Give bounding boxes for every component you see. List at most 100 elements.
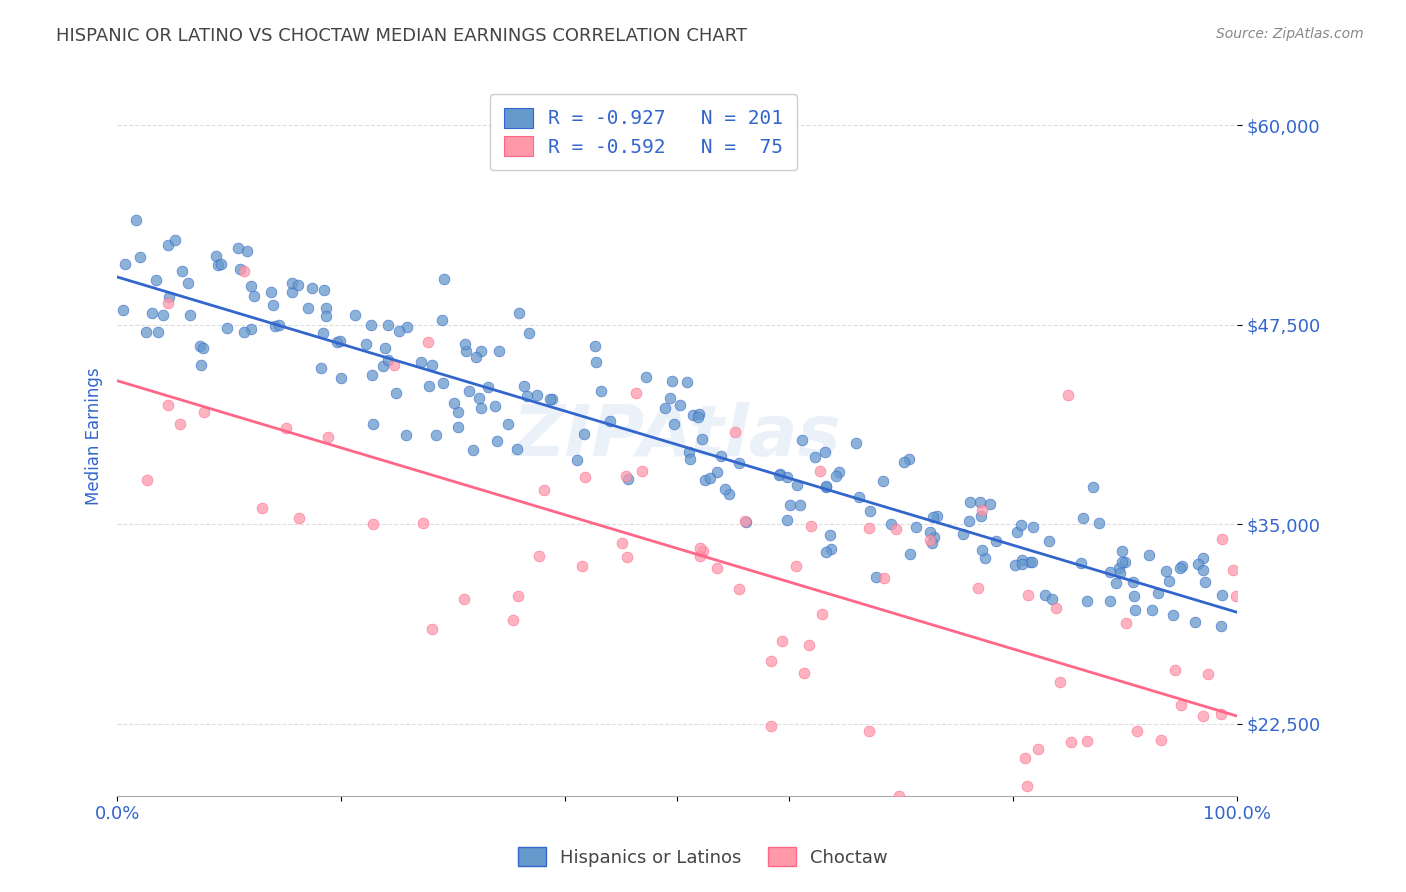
Point xyxy=(848,490,870,504)
Point xyxy=(952,527,974,541)
Point xyxy=(177,276,200,290)
Point xyxy=(759,719,782,733)
Point xyxy=(1011,553,1033,567)
Point xyxy=(1150,733,1173,747)
Point xyxy=(918,525,941,540)
Point xyxy=(800,518,823,533)
Point xyxy=(233,325,256,339)
Point xyxy=(377,352,399,367)
Point xyxy=(1174,834,1197,848)
Point xyxy=(1164,663,1187,677)
Point xyxy=(776,513,799,527)
Point xyxy=(496,417,519,431)
Point xyxy=(193,342,215,356)
Point xyxy=(631,464,654,478)
Point xyxy=(1111,555,1133,569)
Point xyxy=(454,337,477,351)
Text: ZIPAtlas: ZIPAtlas xyxy=(513,402,841,471)
Point xyxy=(190,358,212,372)
Point xyxy=(808,464,831,478)
Point xyxy=(1005,525,1028,540)
Point xyxy=(969,495,991,509)
Point xyxy=(689,541,711,556)
Point xyxy=(1099,565,1122,579)
Point xyxy=(1225,589,1247,603)
Point xyxy=(1014,750,1036,764)
Point xyxy=(135,474,157,488)
Point xyxy=(145,273,167,287)
Point xyxy=(669,398,692,412)
Point xyxy=(682,408,704,422)
Point xyxy=(240,279,263,293)
Point xyxy=(274,421,297,435)
Point xyxy=(281,285,304,300)
Point xyxy=(179,308,201,322)
Point xyxy=(226,241,249,255)
Point xyxy=(541,392,564,406)
Point xyxy=(1191,563,1213,577)
Point xyxy=(925,509,948,524)
Point xyxy=(789,498,811,512)
Point xyxy=(463,443,485,458)
Y-axis label: Median Earnings: Median Earnings xyxy=(86,368,103,506)
Point xyxy=(148,325,170,339)
Point xyxy=(792,433,814,447)
Point xyxy=(447,404,470,418)
Point xyxy=(675,375,697,389)
Point xyxy=(1168,561,1191,575)
Point xyxy=(1045,600,1067,615)
Point xyxy=(828,465,851,479)
Point xyxy=(229,261,252,276)
Point xyxy=(1073,511,1095,525)
Point xyxy=(1074,865,1097,880)
Point xyxy=(430,313,453,327)
Point xyxy=(734,515,756,529)
Point xyxy=(1010,517,1032,532)
Point xyxy=(679,452,702,467)
Point xyxy=(193,405,215,419)
Point xyxy=(240,322,263,336)
Point xyxy=(1099,594,1122,608)
Point xyxy=(215,320,238,334)
Point xyxy=(1142,603,1164,617)
Point xyxy=(727,456,749,470)
Point xyxy=(699,471,721,485)
Point xyxy=(610,536,633,550)
Point xyxy=(884,522,907,536)
Point xyxy=(412,516,434,530)
Point xyxy=(1114,554,1136,568)
Point xyxy=(626,386,648,401)
Point xyxy=(1192,550,1215,565)
Point xyxy=(1033,588,1056,602)
Point xyxy=(395,428,418,442)
Point xyxy=(1194,575,1216,590)
Point xyxy=(395,319,418,334)
Point xyxy=(815,545,838,559)
Point xyxy=(724,425,747,439)
Point xyxy=(385,386,408,401)
Point xyxy=(447,420,470,434)
Point xyxy=(686,410,709,425)
Point xyxy=(188,339,211,353)
Point xyxy=(135,325,157,339)
Point xyxy=(125,213,148,227)
Point xyxy=(1147,586,1170,600)
Point xyxy=(898,547,921,561)
Point xyxy=(1170,558,1192,573)
Point xyxy=(129,250,152,264)
Point xyxy=(710,449,733,463)
Point xyxy=(775,469,797,483)
Point xyxy=(1021,555,1043,569)
Point xyxy=(785,559,807,574)
Point xyxy=(662,417,685,432)
Point xyxy=(157,296,180,310)
Point xyxy=(887,789,910,804)
Point xyxy=(468,391,491,405)
Point xyxy=(301,281,323,295)
Point xyxy=(264,318,287,333)
Point xyxy=(893,455,915,469)
Point xyxy=(354,337,377,351)
Point xyxy=(418,379,440,393)
Point xyxy=(207,258,229,272)
Text: Source: ZipAtlas.com: Source: ZipAtlas.com xyxy=(1216,27,1364,41)
